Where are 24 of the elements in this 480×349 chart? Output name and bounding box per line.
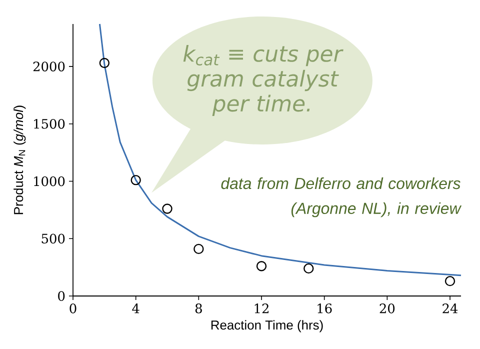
- x-tick-label: 4: [132, 304, 140, 314]
- x-tick-label: 8: [195, 304, 202, 314]
- x-axis-title: Reaction Time (hrs): [211, 320, 323, 332]
- point: [130, 174, 141, 186]
- x-tick-label: 24: [442, 304, 458, 314]
- line-series: [98, 23, 462, 276]
- point: [99, 58, 110, 68]
- y-tick-label: 1000: [34, 176, 65, 186]
- point: [444, 276, 456, 286]
- x-tick-label: 20: [380, 304, 395, 314]
- y-axis-title: Product M$_{N}$ (g/mol): [14, 106, 26, 214]
- point: [194, 244, 204, 254]
- x-tick-label: 0: [70, 304, 76, 314]
- y-tick-label: 2000: [33, 62, 65, 72]
- y-tick-label: 500: [42, 234, 65, 244]
- x-tick-label: 16: [318, 304, 332, 314]
- point: [256, 261, 267, 272]
- point: [162, 204, 172, 214]
- annotation: k$_{cat}$ ≡ cuts per gram catalyst per time.: [183, 44, 344, 116]
- point: [304, 263, 314, 274]
- y-tick-label: 0: [58, 291, 65, 301]
- annotation: data from Delferro and coworkers (Argonne NL), in review: [221, 177, 462, 218]
- x-tick-label: 12: [254, 304, 268, 314]
- y-tick-label: 1500: [34, 118, 65, 129]
